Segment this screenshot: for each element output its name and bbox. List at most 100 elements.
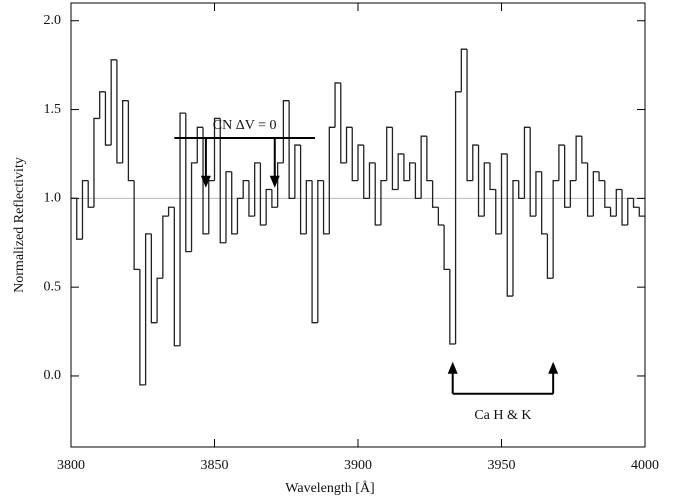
spectrum-step (127, 100, 135, 182)
spectrum-step (609, 207, 617, 217)
spectrum-step (104, 91, 112, 146)
spectrum-step (472, 144, 479, 181)
x-tick-label: 3800 (57, 458, 85, 473)
spectrum-step (506, 153, 513, 297)
spectrum-step (196, 126, 204, 163)
spectrum-step (575, 135, 582, 181)
spectrum-step (598, 171, 605, 182)
spectrum-step (81, 179, 89, 240)
spectrum-step (460, 48, 468, 92)
spectrum-step (403, 153, 410, 182)
annotation-text: CN ΔV = 0 (213, 118, 277, 133)
spectrum-step (242, 179, 249, 199)
spectrum-step (317, 179, 324, 323)
spectrum-step (288, 100, 295, 200)
spectrum-step (604, 180, 611, 208)
spectrum-step (265, 188, 272, 225)
spectrum-step (541, 171, 548, 235)
spectrum-step (386, 126, 393, 181)
spectrum-step (236, 197, 244, 234)
spectrum-step (276, 162, 284, 208)
spectrum-step (546, 233, 554, 279)
spectrum-step (328, 126, 336, 234)
spectrum-step (345, 126, 353, 163)
x-tick-label: 4000 (631, 458, 659, 473)
spectrum-step (162, 215, 169, 279)
spectrum-step (254, 162, 261, 217)
spectrum-step (569, 179, 577, 208)
spectrum-step (627, 197, 634, 225)
arrow-head (269, 175, 280, 188)
spectrum-step (259, 162, 267, 226)
spectrum-step (219, 118, 226, 244)
spectrum-step (512, 179, 519, 297)
spectrum-step (581, 136, 588, 164)
spectrum-step (529, 127, 536, 217)
y-tick-label: 1.0 (44, 191, 62, 206)
spectrum-step (144, 233, 152, 385)
spectrum-step (167, 206, 175, 217)
spectrum-step (638, 207, 645, 217)
spectrum-step (500, 153, 508, 234)
spectrum-step (552, 179, 559, 279)
spectrum-step (420, 135, 427, 199)
spectrum-step (592, 171, 600, 217)
spectrum-step (294, 144, 301, 199)
y-tick-label: 0.0 (44, 368, 62, 383)
spectrum-step (454, 91, 462, 344)
spectrum-step (483, 162, 491, 217)
spectrum-step (311, 180, 318, 324)
arrow-head (200, 175, 211, 188)
spectrum-step (322, 180, 330, 235)
spectrum-step (563, 145, 571, 208)
spectrum-step (414, 162, 422, 200)
spectrum-step (495, 189, 502, 235)
plot-frame (70, 2, 646, 448)
spectrum-step (156, 277, 163, 323)
spectrum-step (357, 144, 364, 181)
spectrum-step (363, 145, 370, 200)
spectrum-step (202, 127, 209, 235)
spectrum-step (282, 100, 290, 163)
spectrum-step (150, 233, 158, 324)
spectrum-step (305, 179, 313, 234)
spectrum-step (133, 180, 140, 271)
spectrum-step (87, 180, 94, 208)
spectrum-step (621, 189, 628, 226)
spectrum-step (271, 189, 278, 208)
spectrum-step (110, 59, 117, 146)
annotation-text: Ca H & K (474, 408, 531, 423)
spectrum-step (179, 112, 186, 346)
spectrum-step (558, 144, 565, 181)
spectrum-step (535, 171, 542, 217)
spectrum-step (173, 207, 181, 347)
y-axis-label: Normalized Reflectivity (12, 157, 27, 293)
y-tick-label: 0.5 (44, 279, 62, 294)
spectrum-step (586, 162, 594, 217)
spectrum-step (437, 207, 445, 226)
spectrum-step (299, 145, 307, 235)
spectrum-step (213, 117, 221, 181)
spectrum-step (477, 145, 485, 217)
spectrum-step (380, 179, 387, 225)
spectrum-step (426, 136, 433, 182)
x-tick-label: 3950 (488, 458, 516, 473)
x-axis-label: Wavelength [Å] (285, 480, 374, 496)
spectrum-step (466, 49, 473, 182)
spectrum-step (99, 91, 106, 119)
spectrum-step (615, 188, 623, 217)
spectrum-step (518, 180, 525, 200)
arrow-head (548, 361, 559, 374)
spectrum-step (351, 127, 358, 182)
spectrum-step (632, 198, 640, 208)
y-tick-label: 2.0 (44, 13, 62, 28)
spectrum-step (397, 153, 404, 190)
spectrum-step (185, 113, 192, 253)
spectrum-step (431, 180, 439, 208)
spectrum-step (139, 269, 146, 386)
spectrum-step (409, 162, 416, 181)
spectrum-step (225, 171, 232, 243)
spectrum-step (248, 180, 255, 217)
spectrum-step (391, 127, 399, 191)
